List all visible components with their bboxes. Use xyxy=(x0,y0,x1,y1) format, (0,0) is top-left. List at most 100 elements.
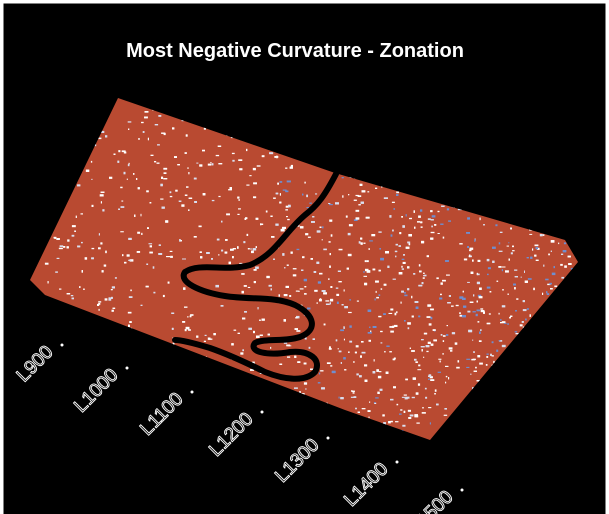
speckle xyxy=(338,348,339,349)
speckle xyxy=(407,322,411,325)
speckle xyxy=(279,364,282,365)
speckle xyxy=(379,294,381,296)
speckle xyxy=(375,397,379,398)
speckle xyxy=(186,134,188,136)
speckle xyxy=(165,220,168,222)
speckle xyxy=(483,311,485,313)
speckle xyxy=(56,238,59,240)
speckle xyxy=(368,332,372,334)
speckle xyxy=(254,269,257,271)
speckle xyxy=(445,260,449,262)
speckle xyxy=(395,251,397,252)
speckle xyxy=(171,313,174,315)
speckle xyxy=(422,412,426,413)
speckle xyxy=(487,354,489,355)
speckle xyxy=(248,287,250,288)
speckle xyxy=(402,225,405,227)
speckle xyxy=(438,359,441,360)
speckle xyxy=(304,286,306,287)
speckle xyxy=(157,144,160,145)
speckle xyxy=(92,205,94,207)
speckle xyxy=(160,184,162,186)
speckle xyxy=(205,335,207,336)
speckle xyxy=(418,383,420,385)
speckle xyxy=(188,172,189,174)
speckle xyxy=(112,286,115,288)
speckle xyxy=(431,219,434,220)
speckle xyxy=(561,254,563,255)
speckle xyxy=(179,201,182,202)
speckle xyxy=(480,308,483,309)
speckle xyxy=(57,258,60,259)
speckle xyxy=(365,260,367,262)
speckle xyxy=(151,155,154,156)
speckle xyxy=(105,298,108,300)
speckle xyxy=(305,233,308,235)
speckle xyxy=(218,196,220,197)
speckle xyxy=(319,299,322,301)
speckle xyxy=(367,260,369,262)
speckle xyxy=(81,213,84,214)
speckle xyxy=(377,392,379,394)
speckle xyxy=(422,407,424,408)
speckle xyxy=(430,422,431,424)
speckle xyxy=(405,379,408,381)
speckle xyxy=(396,244,398,246)
speckle xyxy=(336,294,339,296)
speckle xyxy=(410,415,414,417)
speckle xyxy=(185,195,187,197)
speckle xyxy=(284,267,285,268)
speckle xyxy=(446,334,448,336)
speckle xyxy=(308,237,311,238)
speckle xyxy=(321,387,325,389)
speckle xyxy=(479,332,481,334)
speckle xyxy=(395,313,397,315)
speckle xyxy=(435,389,437,391)
speckle xyxy=(356,210,360,212)
speckle xyxy=(194,236,197,238)
speckle xyxy=(285,168,287,169)
speckle xyxy=(287,356,290,357)
speckle xyxy=(420,209,422,211)
speckle xyxy=(301,270,303,272)
speckle xyxy=(319,373,320,375)
speckle xyxy=(184,307,187,308)
speckle xyxy=(320,370,323,371)
speckle xyxy=(141,122,144,123)
speckle xyxy=(418,216,421,218)
speckle xyxy=(330,286,332,288)
speckle xyxy=(479,296,483,298)
speckle xyxy=(91,161,92,163)
speckle xyxy=(101,192,105,193)
speckle xyxy=(502,305,506,307)
speckle xyxy=(392,230,394,232)
speckle xyxy=(45,263,49,265)
speckle xyxy=(172,127,174,129)
speckle xyxy=(309,347,311,349)
speckle xyxy=(124,172,126,174)
speckle xyxy=(423,273,424,274)
speckle xyxy=(294,387,298,389)
speckle xyxy=(378,316,381,317)
speckle xyxy=(311,258,314,260)
speckle xyxy=(145,111,149,113)
speckle xyxy=(238,333,240,334)
speckle xyxy=(358,412,360,414)
speckle xyxy=(373,371,376,373)
speckle xyxy=(322,239,323,240)
speckle xyxy=(469,255,470,258)
speckle xyxy=(161,177,163,179)
speckle xyxy=(380,331,382,332)
speckle xyxy=(199,164,202,166)
speckle xyxy=(408,417,411,419)
speckle xyxy=(186,327,190,329)
speckle xyxy=(379,248,381,250)
speckle xyxy=(514,270,517,271)
speckle xyxy=(515,310,517,311)
speckle xyxy=(248,328,252,330)
speckle xyxy=(262,155,265,157)
speckle xyxy=(67,246,69,248)
speckle xyxy=(356,345,359,347)
speckle xyxy=(456,305,459,306)
speckle xyxy=(364,276,368,277)
